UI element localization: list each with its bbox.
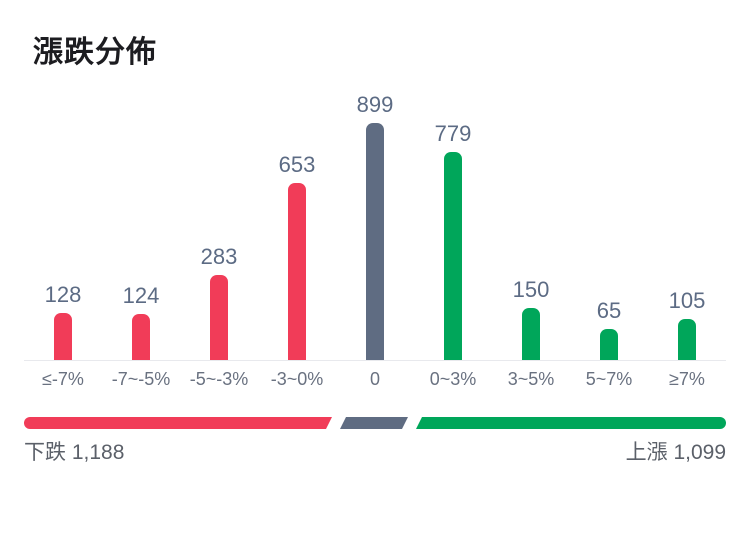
bar-column: 65 [570, 92, 648, 360]
bar-value-label: 899 [356, 92, 394, 117]
bar-column: 283 [180, 92, 258, 360]
bar-flat [366, 123, 384, 360]
page-title: 漲跌分佈 [33, 36, 157, 69]
bar-column: 128 [24, 92, 102, 360]
bar-column: 779 [414, 92, 492, 360]
category-label: -3~0% [270, 369, 324, 389]
bar-value-label: 124 [122, 283, 160, 308]
bar-value-label: 65 [596, 298, 622, 323]
bar-value-label: 779 [434, 121, 472, 146]
category-label: ≥7% [669, 369, 705, 389]
bar-up [522, 308, 540, 360]
distribution-bar-chart: 128 124 283 653 899 779 150 65 105 [24, 92, 726, 360]
category-label: 0 [369, 369, 380, 389]
ratio-segment-up [416, 417, 726, 429]
category-label: 3~5% [507, 369, 555, 389]
ratio-segment-flat [340, 417, 408, 429]
bar-column: 899 [336, 92, 414, 360]
bar-value-label: 653 [278, 152, 316, 177]
category-label: 5~7% [585, 369, 633, 389]
bar-column: 105 [648, 92, 726, 360]
down-flat-up-ratio-bar [24, 417, 726, 429]
bar-down [288, 183, 306, 360]
bar-value-label: 105 [668, 288, 706, 313]
decliners-total: 下跌 1,188 [24, 441, 125, 464]
bar-up [678, 319, 696, 360]
advancers-total: 上漲 1,099 [625, 441, 726, 464]
bar-column: 124 [102, 92, 180, 360]
rise-fall-distribution-card: 漲跌分佈 128 124 283 653 899 779 150 65 105 ≤-7% -7~-… [0, 34, 750, 541]
bar-up [600, 329, 618, 360]
category-label: ≤-7% [42, 369, 84, 389]
x-axis-labels: ≤-7% -7~-5% -5~-3% -3~0% 0 0~3% 3~5% 5~7% ≥7% [24, 361, 726, 390]
bar-down [54, 313, 72, 360]
bar-column: 150 [492, 92, 570, 360]
bar-value-label: 150 [512, 277, 550, 302]
bar-column: 653 [258, 92, 336, 360]
bar-value-label: 283 [200, 244, 238, 269]
bar-value-label: 128 [44, 282, 82, 307]
category-label: 0~3% [429, 369, 477, 389]
ratio-segment-down [24, 417, 332, 429]
x-axis-line [24, 360, 726, 361]
totals-row: 下跌 1,188 上漲 1,099 [24, 441, 726, 465]
bar-down [132, 314, 150, 360]
bar-up [444, 152, 462, 360]
category-label: -5~-3% [189, 369, 249, 389]
bar-down [210, 275, 228, 360]
category-label: -7~-5% [111, 369, 171, 389]
